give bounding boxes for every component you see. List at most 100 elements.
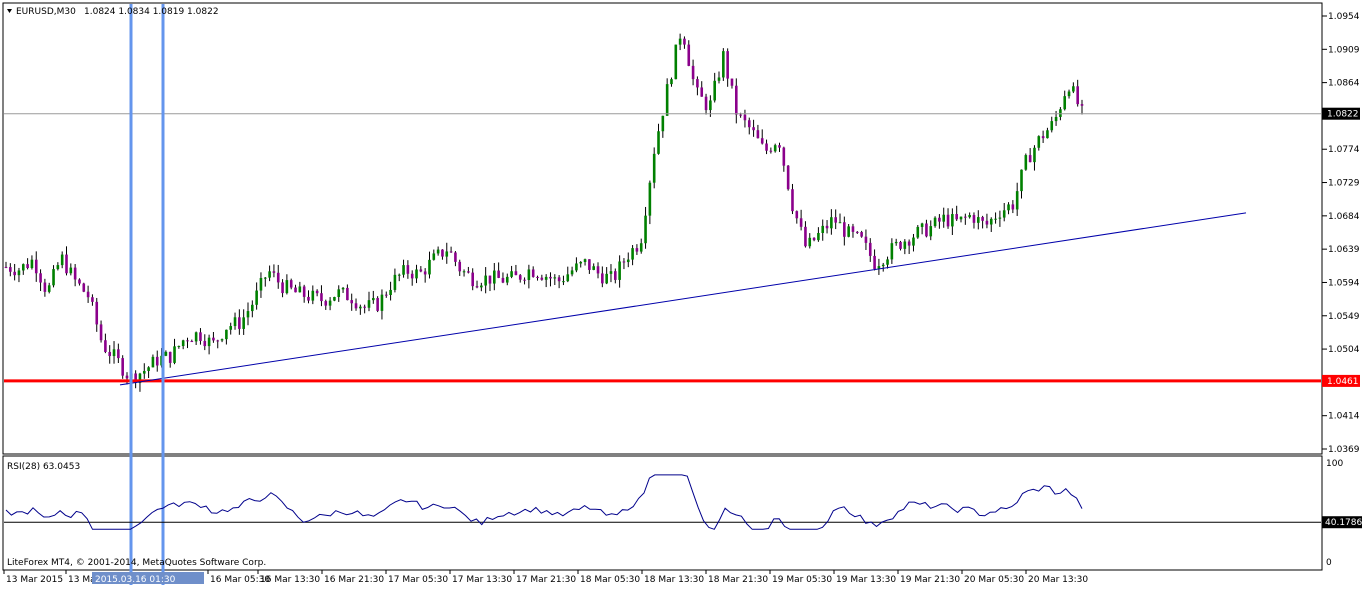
candle (734, 78, 738, 124)
candle (493, 263, 496, 291)
candle (272, 264, 276, 278)
candle (985, 213, 989, 229)
candle-body (618, 261, 621, 280)
candle-body (527, 269, 531, 280)
candle-body (121, 358, 124, 376)
candle-body (1041, 136, 1045, 139)
candle-body (743, 114, 747, 121)
candle (747, 117, 751, 135)
candle-body (475, 286, 479, 288)
candle-body (907, 241, 911, 246)
candle (298, 281, 302, 293)
candle-body (583, 259, 587, 263)
candle (359, 304, 362, 315)
current-price-label: 1.0822 (1327, 110, 1359, 120)
candle (281, 279, 284, 298)
candle (557, 275, 561, 289)
chart-overlays (4, 4, 1321, 585)
candle-body (86, 291, 90, 298)
candle-body (855, 231, 859, 233)
candle-body (419, 269, 423, 272)
candle-body (233, 317, 237, 327)
candle-body (639, 243, 643, 252)
candle (553, 274, 557, 286)
candle-body (350, 300, 354, 304)
candle (1015, 182, 1019, 216)
candle-body (212, 337, 215, 341)
time-tick-label: 13 Mar (68, 575, 100, 585)
candle (462, 269, 466, 277)
candle (337, 285, 341, 302)
candle-body (376, 298, 379, 311)
candle-body (834, 217, 837, 223)
candle-body (562, 281, 565, 283)
candle-body (307, 296, 310, 301)
candle-body (691, 65, 695, 80)
collapse-triangle-icon[interactable] (7, 9, 12, 13)
candle-body (147, 367, 150, 371)
candle (39, 269, 42, 292)
candle-body (263, 277, 267, 279)
candle (259, 272, 263, 298)
candle (855, 231, 859, 234)
candle-body (337, 289, 341, 298)
candle (341, 286, 345, 293)
support-price-label: 1.0461 (1327, 377, 1359, 387)
candle-body (825, 225, 829, 229)
candle-body (402, 265, 405, 275)
candle (268, 265, 271, 282)
candle (47, 282, 51, 294)
candle-body (726, 51, 729, 79)
candle (722, 48, 725, 81)
candle-body (410, 273, 414, 279)
candle (562, 275, 565, 286)
candle-body (1011, 204, 1015, 210)
candle-body (346, 287, 349, 301)
candle (52, 265, 55, 288)
candle (229, 322, 233, 335)
candle-body (333, 297, 336, 301)
candle (60, 251, 64, 269)
candle-body (259, 277, 263, 291)
candle (168, 351, 172, 368)
time-tick-label: 17 Mar 05:30 (388, 575, 448, 585)
candle-body (1054, 116, 1058, 122)
candle-body (138, 373, 142, 384)
candle-body (683, 38, 686, 45)
candle (838, 213, 842, 224)
candle (419, 266, 423, 273)
time-tick-label: 19 Mar 05:30 (772, 575, 832, 585)
candle-body (881, 264, 885, 267)
candle-body (380, 294, 384, 311)
candle-body (799, 218, 803, 227)
price-tick-label: 1.0594 (1328, 278, 1360, 288)
candle-body (665, 84, 669, 116)
candle-body (747, 120, 751, 128)
candle (91, 294, 94, 306)
price-tick-label: 1.0909 (1328, 45, 1360, 55)
candle-body (384, 294, 388, 296)
candle-body (989, 218, 993, 225)
candle-body (285, 280, 289, 294)
candle-body (920, 223, 924, 227)
candle-body (916, 226, 920, 238)
candle (760, 129, 764, 145)
time-tick-label: 16 Mar 05:30 (210, 575, 270, 585)
candle-body (1080, 104, 1084, 106)
candle (1037, 135, 1041, 151)
trendline[interactable] (119, 212, 1247, 386)
candle-body (505, 276, 509, 283)
candle-body (471, 272, 474, 287)
candle (108, 345, 112, 364)
crosshair-date-label: 2015.03.16 01:30 (95, 575, 176, 585)
candle (415, 264, 418, 284)
candle-body (700, 87, 704, 97)
candle-body (994, 218, 997, 220)
price-tick-label: 1.0414 (1328, 412, 1360, 422)
candle (1020, 169, 1023, 199)
candle (263, 276, 267, 287)
rsi-level-label: 40.1786 (1325, 518, 1362, 528)
candle (743, 109, 747, 128)
